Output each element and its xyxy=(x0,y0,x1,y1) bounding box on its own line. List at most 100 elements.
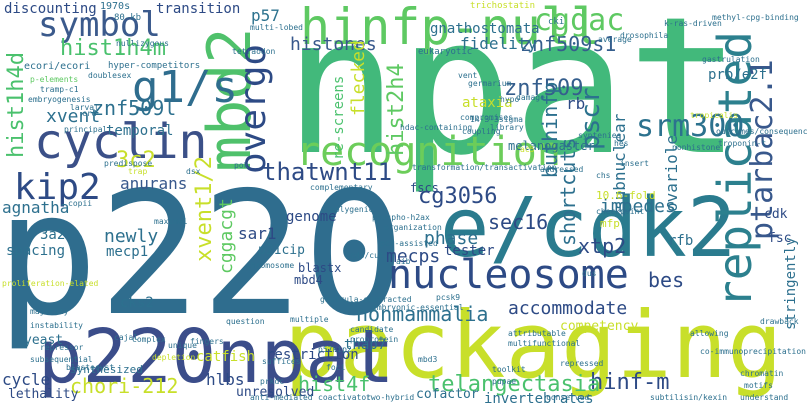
word-rb: rb xyxy=(566,94,586,113)
word-3c2: 3c2 xyxy=(116,148,156,173)
word-fsc: fsc xyxy=(768,231,792,246)
word-prkdc: prkdc xyxy=(260,377,285,386)
word-transition: transition xyxy=(156,1,241,17)
word-hist2h4: hist2h4 xyxy=(384,63,409,156)
word-cki: cki xyxy=(548,17,565,27)
word-hypo: hypo xyxy=(500,95,520,104)
word-cdp-cut: cdp/cut xyxy=(350,251,384,260)
word-cggac: cggac xyxy=(534,3,625,38)
word-invertebrates: invertebrates xyxy=(484,391,594,404)
word-genome: genome xyxy=(286,209,337,225)
word-cg3056: cg3056 xyxy=(418,184,498,209)
word-multi-lobed: multi-lobed xyxy=(250,23,303,32)
word-p57: p57 xyxy=(251,6,280,25)
word-recognition: recognition xyxy=(296,129,561,175)
word-gnathostomata: gnathostomata xyxy=(430,21,540,37)
word-chromosome: chromosome xyxy=(246,261,295,270)
word-phospho-h2ax: phospho-h2ax xyxy=(372,213,430,222)
word-germarium: germarium xyxy=(468,79,512,88)
word-unique: unique xyxy=(168,341,197,350)
word-complex: complex xyxy=(132,335,166,344)
word-aib: aib xyxy=(396,257,411,266)
word-cyclin: cyclin xyxy=(34,114,208,170)
word-sar1: sar1 xyxy=(238,224,277,243)
word-repressed: repressed xyxy=(560,359,604,368)
word-telangectasia: telangectasia xyxy=(428,372,601,397)
word-p220: p220 xyxy=(0,156,406,354)
word-hist4f: hist4f xyxy=(298,372,371,396)
word-hlbs: hlbs xyxy=(206,370,245,389)
word-nonmammalia: nonmammalia xyxy=(356,302,489,326)
word-pupae: pupae xyxy=(492,377,517,386)
word-drawback: drawback xyxy=(760,317,799,326)
word-repressor: repressor xyxy=(40,343,84,352)
word-vent: vent xyxy=(458,71,478,80)
word-attributable: attributable xyxy=(508,329,566,338)
word-k-ras-driven: k-ras-driven xyxy=(664,19,722,28)
word-gastrula-subtracted: gastrula-subtracted xyxy=(320,295,412,304)
word-10-6-fold: 10.6-fold xyxy=(596,189,656,202)
word-hyper-competitors: hyper-competitors xyxy=(108,61,201,71)
word-14-3-3sigma: 14-3-3sigma xyxy=(470,115,523,124)
word-fingers: fingers xyxy=(190,337,224,346)
word-kip2: kip2 xyxy=(14,167,101,208)
word-hinfp-null: hinfp-null xyxy=(300,0,602,56)
word-ataxia: ataxia xyxy=(462,95,513,111)
word-addressed: addressed xyxy=(540,165,584,174)
word-thap7: thap7 xyxy=(344,337,387,353)
word-restriction: restriction xyxy=(266,347,359,363)
word-p21cip: p21cip xyxy=(258,243,305,258)
word-p-elements: p-elements xyxy=(30,75,79,84)
word-suffices: suffices xyxy=(262,357,301,366)
word-predispose: predispose xyxy=(104,159,153,168)
word-rfb: rfb xyxy=(668,233,694,249)
word-spacing: spacing xyxy=(6,243,66,259)
word-yeast: yeast xyxy=(24,333,64,348)
word-proliferation: proliferation-elated xyxy=(2,279,99,288)
word-majority: majority xyxy=(30,307,69,316)
word-proprotein: proprotein xyxy=(350,335,399,344)
word-1970s: 1970s xyxy=(100,1,131,12)
word-candidate: candidate xyxy=(350,325,394,334)
word-unresolved: unresolved xyxy=(236,385,315,400)
word-p57kip2: p57kip2 xyxy=(318,345,352,354)
word-insert: insert xyxy=(620,159,649,168)
word-temporal: temporal xyxy=(106,123,174,139)
word-two-hybrid: two-hybrid xyxy=(366,393,415,402)
word-syntenies: syntenies xyxy=(578,131,622,140)
word-coupling: coupling xyxy=(462,127,501,136)
word-understand: understand xyxy=(740,393,789,402)
word-dus: dus xyxy=(582,269,597,278)
word-trichostatin: trichostatin xyxy=(470,1,536,11)
word-cofactor: cofactor xyxy=(416,387,479,402)
word-agnatha: agnatha xyxy=(2,198,70,217)
word-melanogaster: melanogaster xyxy=(508,139,595,153)
word-mbd4: mbd4 xyxy=(294,273,323,287)
word-cks2: cks2 xyxy=(120,295,154,311)
word-allowing: allowing xyxy=(690,329,729,338)
word-larval: larval xyxy=(70,103,99,112)
word-chs: chs xyxy=(596,171,611,180)
word-toolkit: toolkit xyxy=(492,365,526,374)
word-symbol: symbol xyxy=(38,5,161,45)
word-synthesized: synthesized xyxy=(70,363,143,376)
word-crd: crd xyxy=(82,109,97,118)
word-cycle: cycle xyxy=(2,370,51,389)
word-multifunctional: multifunctional xyxy=(508,339,581,348)
word-maximal: maximal xyxy=(154,217,188,226)
word-chori-212: chori-212 xyxy=(70,374,179,398)
word-blastocyst: blastocyst xyxy=(66,363,115,372)
word-tropicalis: tropicalis xyxy=(690,111,739,120)
word-trap: trap xyxy=(128,167,148,176)
word-pcsk9: pcsk9 xyxy=(436,293,461,302)
word-depletion: depletion xyxy=(152,353,196,362)
word-nullizygous: nullizygous xyxy=(116,39,169,48)
word-damage: damage xyxy=(516,93,545,102)
word-foci: foci xyxy=(326,363,346,372)
word-tetraodon: tetraodon xyxy=(232,47,276,56)
word-subsequential: subsequential xyxy=(30,355,93,364)
word-complementary: complementary xyxy=(310,183,373,192)
word-ac5: ac5 xyxy=(520,145,535,154)
word-chromatin: chromatin xyxy=(740,369,784,378)
word-g1s: g1/s xyxy=(132,62,238,113)
